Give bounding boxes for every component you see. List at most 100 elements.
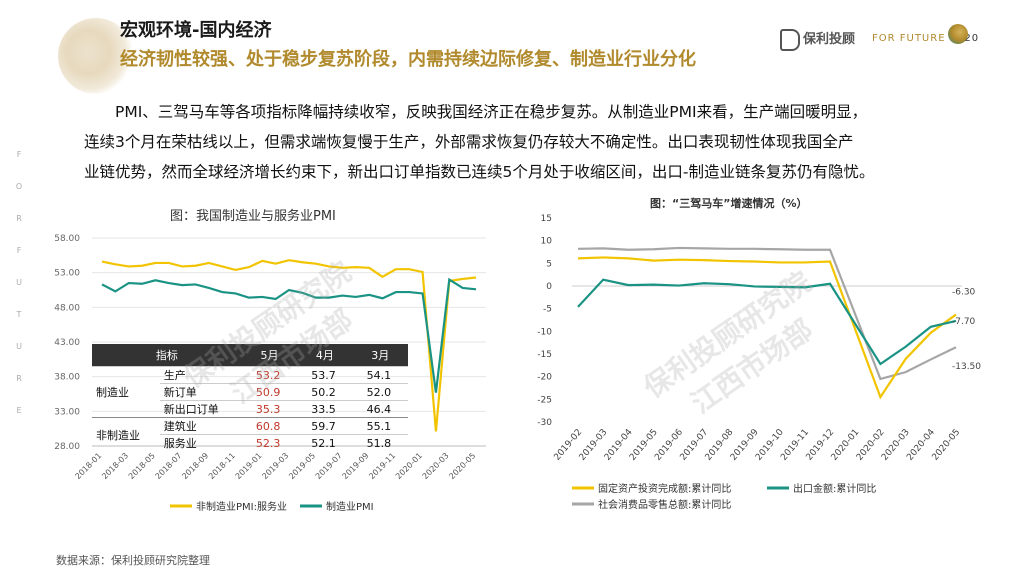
table-cell: 54.1 [352, 366, 408, 384]
table-cell: 建筑业 [159, 417, 242, 435]
chart1-title: 图：我国制造业与服务业PMI [170, 209, 336, 224]
table-group: 非制造业 [92, 417, 160, 451]
x-tick-label: 2019-11 [367, 451, 397, 481]
page-subtitle: 经济韧性较强、处于稳步复苏阶段，内需持续边际修复、制造业行业分化 [120, 49, 696, 70]
paragraph-line: 连续3个月在荣枯线以上，但需求端恢复慢于生产，外部需求恢复仍存较大不确定性。出口… [84, 133, 854, 151]
logo-brand: 保利 [803, 32, 830, 47]
y-tick-label: 48.00 [54, 303, 80, 313]
y-tick-label: 33.00 [54, 407, 80, 417]
table-cell: 59.7 [297, 417, 353, 435]
data-label: -7.70 [952, 317, 976, 327]
table-cell: 新出口订单 [159, 400, 242, 418]
side-letter: R [16, 374, 22, 383]
table-row: 非制造业 建筑业 60.8 59.7 55.1 [92, 417, 408, 451]
table-cell: 35.3 [241, 400, 298, 418]
y-tick-label: 43.00 [54, 338, 80, 348]
side-letter: E [16, 406, 22, 415]
side-letter: F [16, 246, 22, 255]
x-tick-label: 2019-07 [314, 451, 344, 481]
y-tick-label: 15 [541, 214, 552, 224]
series-line [577, 278, 957, 366]
x-tick-label: 2020-03 [421, 451, 451, 481]
logo-icon [780, 28, 800, 51]
table-cell: 新订单 [159, 383, 242, 401]
side-letter: T [16, 310, 22, 319]
x-tick-label: 2018-09 [180, 451, 210, 481]
x-tick-label: 2019-09 [341, 451, 371, 481]
paragraph-line: PMI、三驾马车等各项指标降幅持续收窄，反映我国经济正在稳步复苏。从制造业PMI… [115, 103, 868, 121]
table-cell: 服务业 [159, 434, 242, 451]
y-tick-label: 38.00 [54, 373, 80, 383]
table-cell: 52.1 [297, 434, 353, 451]
pmi-table: 指标 5月 4月 3月 制造业 生产 53.2 53.7 54.1 新订单 50… [92, 344, 408, 451]
table-cell: 50.9 [241, 383, 298, 401]
summary-paragraph: PMI、三驾马车等各项指标降幅持续收窄，反映我国经济正在稳步复苏。从制造业PMI… [84, 97, 964, 187]
table-header: 5月 [241, 344, 298, 367]
y-tick-label: -10 [537, 327, 552, 337]
legend-label: 社会消费品零售总额:累计同比 [598, 498, 731, 511]
legend-label: 固定资产投资完成额:累计同比 [598, 482, 731, 495]
series-line [577, 256, 957, 400]
table-cell: 46.4 [352, 400, 408, 418]
table-cell: 生产 [159, 366, 242, 384]
table-row: 服务业 52.3 52.1 51.8 [92, 434, 408, 451]
y-tick-label: -5 [543, 305, 552, 315]
x-tick-label: 2019-03 [260, 451, 290, 481]
side-letter: R [16, 214, 22, 223]
side-letter: U [16, 278, 22, 287]
x-tick-label: 2018-11 [207, 451, 237, 481]
series-line [577, 246, 957, 381]
paragraph-line: 业链优势，然而全球经济增长约束下，新出口订单指数已连续5个月处于收缩区间，出口-… [84, 163, 875, 181]
table-header: 3月 [352, 344, 408, 367]
globe-icon [948, 24, 968, 44]
table-cell: 51.8 [352, 434, 408, 451]
side-letter: F [16, 150, 22, 159]
x-tick-label: 2018-07 [154, 451, 184, 481]
data-source: 数据来源：保利投顾研究院整理 [56, 554, 210, 567]
decorative-emblem [58, 18, 134, 94]
table-cell: 60.8 [241, 417, 298, 435]
logo-text: 投顾 [829, 32, 856, 47]
x-tick-label: 2020-01 [394, 451, 424, 481]
legend-label: 非制造业PMI:服务业 [196, 500, 287, 513]
series-line [101, 259, 477, 432]
y-tick-label: 53.00 [54, 269, 80, 279]
data-label: -13.50 [952, 362, 981, 372]
x-tick-label: 2018-03 [100, 451, 130, 481]
y-tick-label: 58.00 [54, 234, 80, 244]
table-header: 4月 [297, 344, 353, 367]
table-row: 制造业 生产 53.2 53.7 54.1 [92, 366, 408, 418]
brand-logo: 保利投顾 [780, 28, 855, 51]
table-cell: 55.1 [352, 417, 408, 435]
side-vertical-text: F O R F U T U R E [12, 150, 26, 415]
chart2-title: 图：“三驾马车”增速情况（%） [650, 197, 808, 210]
legend-label: 出口金额:累计同比 [793, 482, 876, 495]
side-letter: O [15, 182, 23, 191]
x-tick-label: 2019-01 [234, 451, 264, 481]
table-header: 指标 [92, 344, 242, 367]
y-tick-label: 5 [546, 259, 552, 269]
table-cell: 53.7 [297, 366, 353, 384]
table-cell: 53.2 [241, 366, 298, 384]
y-tick-label: 10 [541, 237, 553, 247]
y-tick-label: 0 [546, 282, 552, 292]
three-engines-chart: 151050-5-10-15-20-25-302019-022019-03201… [537, 214, 981, 511]
side-letter: U [16, 342, 22, 351]
table-cell: 50.2 [297, 383, 353, 401]
table-row: 新订单 50.9 50.2 52.0 [92, 383, 408, 401]
data-label: -6.30 [952, 288, 976, 298]
x-tick-label: 2018-01 [73, 451, 103, 481]
page-title: 宏观环境-国内经济 [120, 20, 272, 41]
y-tick-label: -30 [537, 418, 552, 428]
y-tick-label: 28.00 [54, 442, 80, 452]
x-tick-label: 2018-05 [127, 451, 157, 481]
y-tick-label: -25 [537, 395, 552, 405]
table-cell: 33.5 [297, 400, 353, 418]
series-line [101, 277, 477, 393]
for-future-text: FOR FUTURE [872, 33, 946, 44]
y-tick-label: -20 [537, 373, 552, 383]
y-tick-label: -15 [537, 350, 552, 360]
x-tick-label: 2020-05 [447, 451, 477, 481]
legend-label: 制造业PMI [326, 500, 374, 513]
table-row: 新出口订单 35.3 33.5 46.4 [92, 400, 408, 418]
